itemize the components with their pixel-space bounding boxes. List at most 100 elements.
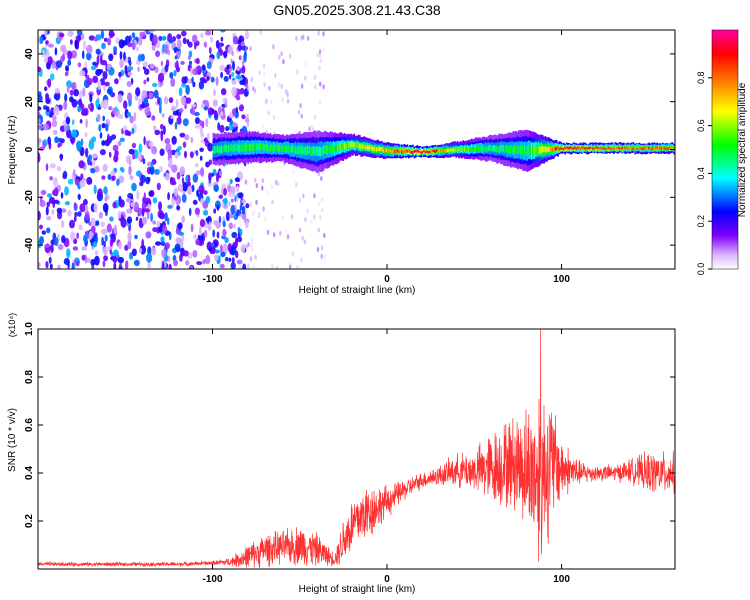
spectrogram-cell (238, 192, 244, 199)
spectrogram-ridge-cell (663, 147, 666, 150)
spectrogram-cell (103, 37, 108, 42)
spectrogram-cell (141, 238, 145, 249)
spectrogram-cell (200, 167, 205, 177)
spectrogram-cell (210, 76, 215, 83)
spectrogram-ridge-cell (649, 147, 652, 150)
spectrogram-cell (127, 232, 132, 242)
spectrogram-cell (281, 215, 284, 221)
spectrogram-cell (137, 54, 143, 62)
spectrogram-cell (170, 77, 176, 87)
spectrogram-cell (100, 59, 108, 66)
spectrogram-ridge-cell (403, 150, 406, 153)
spectrogram-cell (39, 224, 43, 230)
spectrogram-cell (219, 244, 223, 253)
spectrogram-cell (215, 40, 220, 49)
spectrogram-cell (126, 216, 133, 224)
spectrogram-ridge-cell (472, 147, 474, 152)
spectrogram-y-tick-label: 20 (24, 96, 35, 108)
spectrogram-cell (51, 120, 58, 128)
spectrogram-cell (49, 263, 53, 269)
spectrogram-cell (73, 216, 77, 222)
spectrogram-cell (113, 154, 119, 163)
spectrogram-cell (97, 188, 103, 198)
spectrogram-cell (131, 32, 136, 39)
spectrogram-cell (57, 142, 61, 148)
spectrogram-cell (49, 163, 56, 169)
spectrogram-ridge-cell (582, 146, 585, 150)
spectrogram-cell (69, 96, 74, 103)
colorbar-tick-label: 0.8 (696, 72, 706, 85)
spectrogram-cell (129, 115, 134, 124)
spectrogram-cell (236, 65, 241, 72)
spectrogram-ridge-cell (253, 142, 255, 150)
spectrogram-cell (286, 92, 289, 98)
spectrogram-cell (233, 223, 236, 229)
spectrogram-cell (126, 80, 132, 88)
snr-y-axis-label: SNR (10 * v/v) (7, 408, 18, 472)
spectrogram-cell (319, 58, 322, 64)
spectrogram-cell (41, 230, 46, 235)
spectrogram-cell (206, 133, 210, 141)
spectrogram-cell (157, 96, 160, 105)
spectrogram-cell (300, 257, 303, 263)
spectrogram-ridge-cell (540, 146, 543, 154)
spectrogram-cell (81, 246, 87, 251)
spectrogram-ridge-cell (296, 146, 298, 155)
spectrogram-cell (98, 69, 104, 74)
spectrogram-cell (280, 51, 283, 57)
spectrogram-cell (76, 140, 82, 150)
spectrogram-ridge-cell (361, 144, 364, 149)
spectrogram-ridge-cell (500, 144, 502, 152)
spectrogram-ridge-cell (574, 146, 576, 149)
spectrogram-cell (271, 264, 274, 269)
spectrogram-cell (208, 47, 212, 55)
spectrogram-cell (199, 219, 206, 228)
spectrogram-ridge-cell (610, 148, 612, 151)
spectrogram-cell (101, 228, 108, 235)
spectrogram-cell (254, 254, 257, 260)
spectrogram-cell (143, 136, 146, 146)
spectrogram-ridge-cell (251, 144, 254, 151)
spectrogram-x-tick-label: -100 (203, 274, 223, 285)
spectrogram-cell (244, 118, 250, 123)
spectrogram-ridge-cell (371, 146, 374, 151)
spectrogram-cell (154, 169, 160, 175)
spectrogram-ridge-cell (656, 146, 659, 152)
spectrogram-cell (214, 249, 220, 254)
spectrogram-cell (235, 106, 238, 114)
spectrogram-cell (231, 79, 237, 85)
spectrogram-ridge-cell (406, 149, 409, 153)
spectrogram-cell (194, 124, 201, 129)
spectrogram-cell (74, 39, 79, 49)
spectrogram-ridge-cell (293, 146, 296, 154)
spectrogram-cell (202, 79, 208, 84)
snr-y-tick-label: 0.6 (24, 418, 35, 432)
spectrogram-ridge-cell (276, 145, 279, 152)
spectrogram-ridge-cell (385, 148, 388, 152)
spectrogram-cell (49, 176, 53, 181)
spectrogram-cell (229, 187, 235, 196)
snr-plot-area (38, 329, 675, 569)
spectrogram-cell (152, 220, 156, 225)
spectrogram-ridge-cell (525, 146, 527, 157)
spectrogram-cell (186, 97, 192, 104)
spectrogram-ridge-cell (345, 144, 347, 150)
spectrogram-cell (234, 204, 237, 210)
spectrogram-ridge-cell (637, 147, 639, 151)
spectrogram-cell (188, 60, 193, 65)
spectrogram-cell (265, 98, 268, 104)
spectrogram-ridge-cell (325, 145, 328, 155)
spectrogram-cell (88, 154, 93, 161)
spectrogram-cell (212, 100, 218, 107)
spectrogram-ridge-cell (501, 145, 504, 153)
spectrogram-ridge-cell (463, 147, 466, 152)
spectrogram-ridge-cell (452, 148, 455, 153)
spectrogram-cell (117, 93, 123, 103)
spectrogram-ridge-cell (643, 146, 646, 150)
spectrogram-ridge-cell (564, 146, 566, 149)
spectrogram-ridge-cell (536, 147, 538, 155)
spectrogram-cell (91, 225, 96, 234)
spectrogram-cell (185, 174, 189, 184)
spectrogram-ridge-cell (240, 144, 242, 152)
spectrogram-ridge-cell (420, 148, 423, 154)
